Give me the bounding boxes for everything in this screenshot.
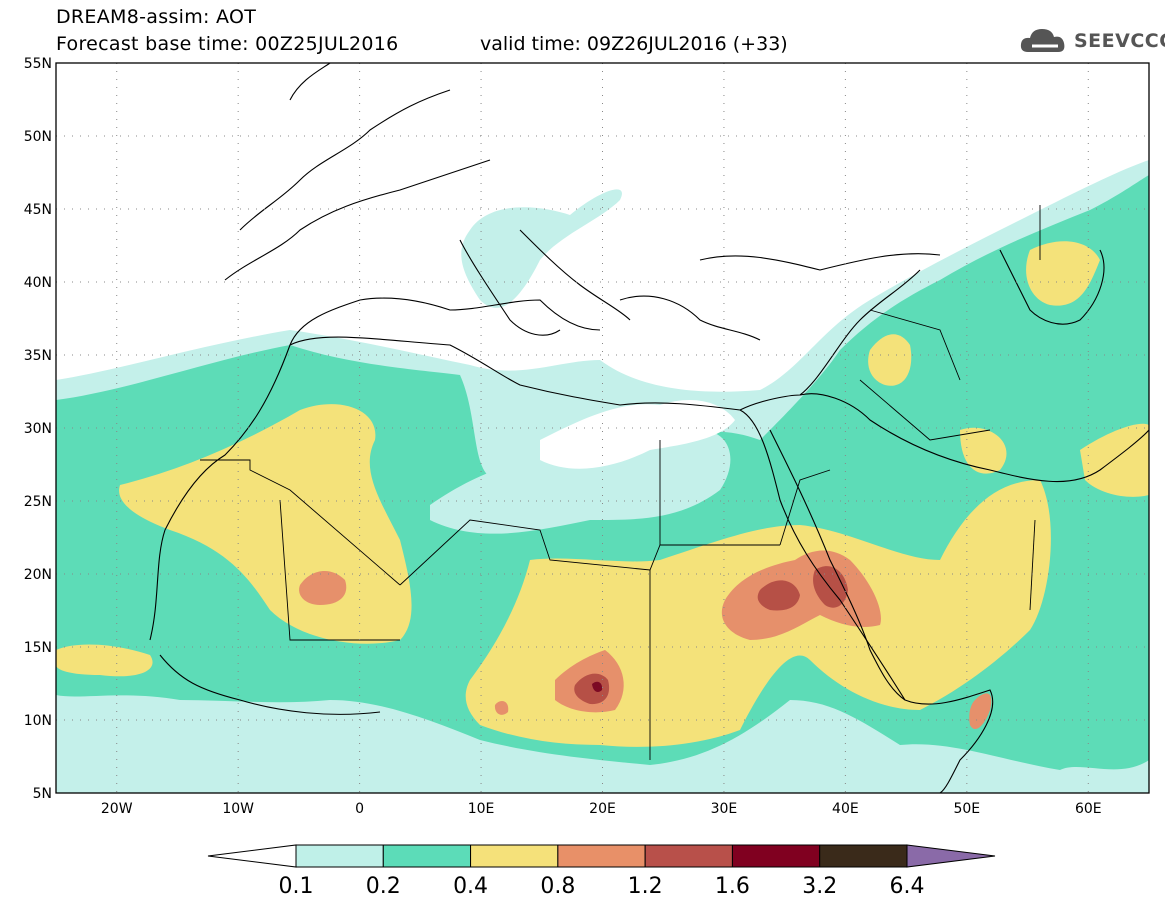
colorbar-swatch xyxy=(382,844,472,868)
cloud-icon xyxy=(1020,29,1065,52)
aot-band-0.4-east xyxy=(1080,423,1149,497)
forecast-base-time: Forecast base time: 00Z25JUL2016 xyxy=(56,33,399,55)
aot-band-0.1-north xyxy=(461,189,622,308)
colorbar-label: 0.4 xyxy=(453,874,488,899)
colorbar-labels: 0.1 0.2 0.4 0.8 1.2 1.6 3.2 6.4 xyxy=(279,874,925,899)
lon-tick-label: 20W xyxy=(101,801,133,817)
lat-tick-label: 20N xyxy=(24,567,52,583)
lat-tick-label: 55N xyxy=(24,56,52,72)
lat-tick-label: 50N xyxy=(24,129,52,145)
lat-tick-label: 25N xyxy=(24,494,52,510)
lon-tick-label: 10W xyxy=(222,801,254,817)
colorbar-swatches xyxy=(207,844,996,868)
lat-tick-label: 10N xyxy=(24,713,52,729)
coastlines xyxy=(149,63,1149,793)
lon-tick-label: 10E xyxy=(468,801,495,817)
colorbar-swatch xyxy=(557,844,646,868)
lon-tick-label: 0 xyxy=(355,801,364,817)
colorbar-swatch xyxy=(819,844,908,868)
graticule xyxy=(56,63,1149,793)
colorbar-swatch xyxy=(644,844,733,868)
colorbar-max-arrow xyxy=(906,844,996,868)
aot-clear-libya xyxy=(430,430,731,534)
colorbar-label: 1.2 xyxy=(628,874,663,899)
aot-fields xyxy=(56,160,1149,793)
colorbar-label: 0.2 xyxy=(366,874,401,899)
aot-band-0.8-mali xyxy=(299,570,347,605)
axis-ticks: 20W 10W 0 10E 20E 30E 40E 50E 60E 55N 50N 45N 40N 35N… xyxy=(24,56,1102,817)
lon-tick-label: 20E xyxy=(589,801,616,817)
map-frame xyxy=(55,62,1150,794)
colorbar-label: 1.6 xyxy=(715,874,750,899)
aot-band-0.4-arabia xyxy=(960,427,1007,474)
aot-band-0.8-somalia xyxy=(969,693,992,730)
lat-tick-label: 45N xyxy=(24,202,52,218)
map-title: DREAM8-assim: AOT xyxy=(56,6,257,28)
lon-tick-label: 50E xyxy=(953,801,980,817)
aot-band-0.4-iraq xyxy=(868,334,912,386)
aot-band-0.4-coast xyxy=(56,644,153,677)
lon-tick-label: 30E xyxy=(711,801,738,817)
colorbar-swatch xyxy=(295,844,384,868)
aot-band-1.2-chad xyxy=(574,673,610,705)
aot-band-0.8-small xyxy=(494,700,509,715)
lat-tick-label: 35N xyxy=(24,348,52,364)
colorbar-label: 6.4 xyxy=(890,874,925,899)
lat-tick-label: 40N xyxy=(24,275,52,291)
lon-tick-label: 40E xyxy=(832,801,859,817)
colorbar-label: 0.1 xyxy=(279,874,314,899)
colorbar-swatch xyxy=(470,844,559,868)
aot-band-1.2-sudan xyxy=(757,580,800,611)
valid-time: valid time: 09Z26JUL2016 (+33) xyxy=(480,33,788,55)
logo-text: SEEVCCC xyxy=(1074,30,1165,52)
colorbar-swatch xyxy=(731,844,821,868)
aot-map: 20W 10W 0 10E 20E 30E 40E 50E 60E 55N 50N 45N 40N 35N… xyxy=(24,56,1150,817)
colorbar-min-arrow xyxy=(207,844,297,868)
seevccc-logo: SEEVCCC xyxy=(1018,24,1165,58)
colorbar-label: 3.2 xyxy=(802,874,837,899)
aot-band-0.4-caspian xyxy=(1026,241,1100,306)
lat-tick-label: 30N xyxy=(24,421,52,437)
aot-band-0.8-sudan xyxy=(721,550,881,640)
lat-tick-label: 15N xyxy=(24,640,52,656)
aot-band-1.6-chad xyxy=(592,681,603,692)
lon-tick-label: 60E xyxy=(1075,801,1102,817)
aot-clear-egypt xyxy=(540,400,735,469)
lat-tick-label: 5N xyxy=(33,786,52,802)
colorbar-label: 0.8 xyxy=(540,874,575,899)
borders xyxy=(200,205,1041,760)
